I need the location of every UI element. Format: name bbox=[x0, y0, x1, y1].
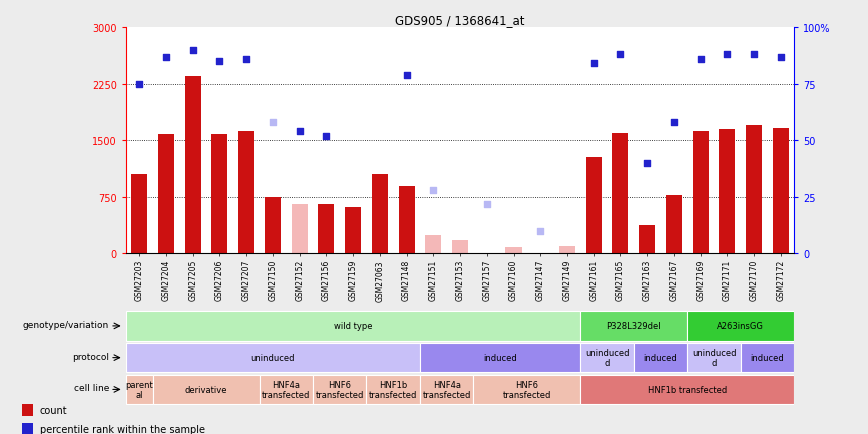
Bar bbox=[372, 175, 388, 254]
Point bbox=[533, 228, 547, 235]
Point bbox=[587, 61, 601, 68]
Bar bbox=[773, 129, 789, 254]
Text: count: count bbox=[40, 405, 68, 414]
Text: uninduced
d: uninduced d bbox=[692, 348, 736, 368]
Text: induced: induced bbox=[751, 353, 785, 362]
Bar bbox=[613, 134, 628, 254]
Bar bbox=[420, 343, 581, 372]
Bar bbox=[581, 375, 794, 404]
Bar bbox=[586, 158, 602, 254]
Bar bbox=[398, 186, 415, 254]
Text: A263insGG: A263insGG bbox=[717, 322, 764, 331]
Bar bbox=[559, 247, 575, 254]
Point bbox=[132, 81, 146, 88]
Bar bbox=[260, 375, 313, 404]
Bar bbox=[740, 343, 794, 372]
Title: GDS905 / 1368641_at: GDS905 / 1368641_at bbox=[395, 14, 525, 27]
Bar bbox=[581, 343, 634, 372]
Point bbox=[319, 133, 333, 140]
Bar bbox=[505, 247, 522, 254]
Bar bbox=[687, 312, 794, 341]
Bar bbox=[345, 207, 361, 254]
Bar bbox=[639, 225, 655, 254]
Bar bbox=[693, 132, 708, 254]
Bar bbox=[425, 235, 441, 254]
Bar bbox=[212, 134, 227, 254]
Bar bbox=[238, 132, 254, 254]
Text: HNF6
transfected: HNF6 transfected bbox=[503, 380, 551, 399]
Point bbox=[266, 119, 279, 126]
Bar bbox=[126, 343, 420, 372]
Point bbox=[293, 128, 306, 135]
Text: percentile rank within the sample: percentile rank within the sample bbox=[40, 424, 205, 434]
Point bbox=[399, 72, 413, 79]
Text: HNF1b transfected: HNF1b transfected bbox=[648, 385, 727, 394]
Point bbox=[480, 201, 494, 208]
Bar bbox=[473, 375, 581, 404]
Bar bbox=[634, 343, 687, 372]
Text: HNF1b
transfected: HNF1b transfected bbox=[369, 380, 418, 399]
Text: HNF6
transfected: HNF6 transfected bbox=[316, 380, 364, 399]
Text: HNF4a
transfected: HNF4a transfected bbox=[423, 380, 470, 399]
Point bbox=[614, 52, 628, 59]
Point bbox=[641, 160, 654, 167]
Bar bbox=[126, 375, 153, 404]
Point bbox=[774, 54, 788, 61]
Text: uninduced
d: uninduced d bbox=[585, 348, 629, 368]
Bar bbox=[319, 205, 334, 254]
Text: induced: induced bbox=[644, 353, 677, 362]
Bar bbox=[185, 77, 201, 254]
Point bbox=[213, 59, 227, 66]
Point bbox=[747, 52, 761, 59]
Bar bbox=[126, 312, 581, 341]
Bar bbox=[720, 130, 735, 254]
Bar bbox=[366, 375, 420, 404]
Bar bbox=[746, 126, 762, 254]
Bar bbox=[581, 312, 687, 341]
Bar bbox=[666, 195, 682, 254]
Bar bbox=[265, 197, 281, 254]
Text: wild type: wild type bbox=[334, 322, 372, 331]
Point bbox=[159, 54, 173, 61]
Bar bbox=[158, 135, 174, 254]
Bar bbox=[420, 375, 473, 404]
Text: protocol: protocol bbox=[72, 352, 108, 361]
Point bbox=[426, 187, 440, 194]
Point bbox=[694, 56, 707, 63]
Point bbox=[720, 52, 734, 59]
Text: genotype/variation: genotype/variation bbox=[23, 320, 108, 329]
Text: induced: induced bbox=[483, 353, 517, 362]
Bar bbox=[131, 175, 148, 254]
Text: parent
al: parent al bbox=[125, 380, 153, 399]
Bar bbox=[292, 205, 307, 254]
Bar bbox=[452, 240, 468, 254]
Point bbox=[240, 56, 253, 63]
Text: uninduced: uninduced bbox=[251, 353, 295, 362]
Point bbox=[667, 119, 681, 126]
Text: derivative: derivative bbox=[185, 385, 227, 394]
Bar bbox=[687, 343, 740, 372]
Point bbox=[186, 47, 200, 54]
Text: HNF4a
transfected: HNF4a transfected bbox=[262, 380, 311, 399]
Bar bbox=[313, 375, 366, 404]
Text: cell line: cell line bbox=[74, 384, 108, 392]
Text: P328L329del: P328L329del bbox=[607, 322, 661, 331]
Bar bbox=[153, 375, 260, 404]
